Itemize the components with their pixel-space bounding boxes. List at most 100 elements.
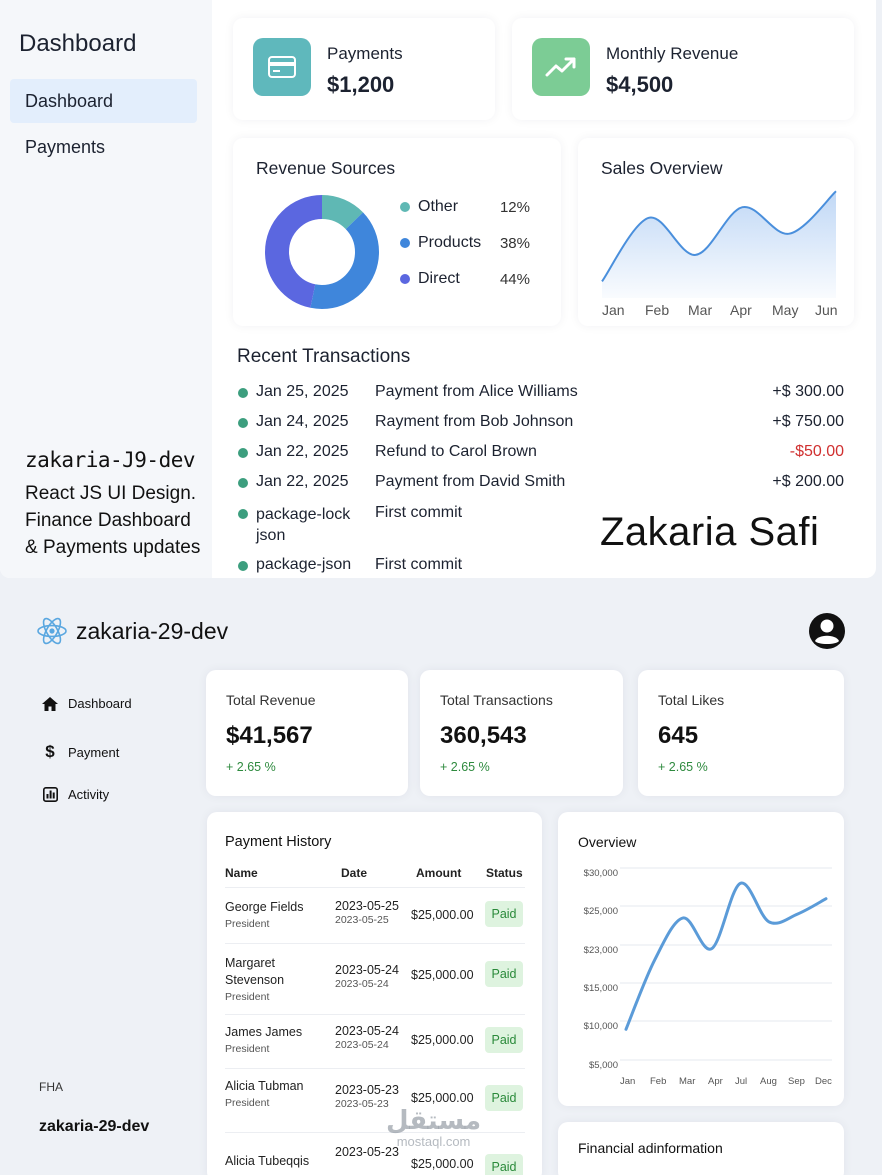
- sales-area-fill: [602, 191, 836, 298]
- commit-message: First commit: [375, 504, 463, 521]
- column-header-name[interactable]: Name: [225, 866, 258, 880]
- payee-name: George Fields President: [225, 899, 333, 933]
- commit-row[interactable]: package-lock json First commit: [238, 504, 848, 548]
- transaction-amount: +$ 200.00: [772, 473, 844, 490]
- x-axis-label: Apr: [730, 302, 752, 318]
- table-row[interactable]: James James President 2023-05-24 2023-05-2…: [225, 1014, 525, 1068]
- legend-dot: [400, 202, 410, 212]
- stat-card-total-transactions[interactable]: Total Transactions 360,543 + 2.65 %: [420, 670, 623, 796]
- stat-change: + 2.65 %: [226, 760, 276, 774]
- bottom-dashboard-panel: zakaria-29-dev Dashboard $ Payment Activ…: [0, 590, 882, 1175]
- legend-dot: [400, 274, 410, 284]
- sidebar: Dashboard Dashboard Payments zakaria-J9-…: [0, 0, 212, 578]
- transaction-description: Payment from Alice Williams: [375, 383, 578, 401]
- dollar-icon: $: [45, 742, 55, 761]
- kpi-card-monthly-revenue[interactable]: Monthly Revenue $4,500: [512, 18, 854, 120]
- x-axis-label: Mar: [679, 1076, 696, 1087]
- transaction-row[interactable]: Jan 22, 2025 Refund to Carol Brown -$50.…: [238, 443, 848, 465]
- revenue-sources-title: Revenue Sources: [256, 158, 396, 178]
- user-account-icon[interactable]: [808, 612, 846, 650]
- stat-card-total-likes[interactable]: Total Likes 645 + 2.65 %: [638, 670, 844, 796]
- kpi-value: $1,200: [327, 72, 395, 97]
- activity-chart-icon: [40, 787, 60, 802]
- transaction-description: Refund to Carol Brown: [375, 443, 537, 461]
- overview-card: Overview $30,000 $25,000 $23,000 $15,000…: [558, 812, 844, 1106]
- watermark: مستقل mostaql.com: [386, 1108, 481, 1149]
- table-row[interactable]: Alicia Tubman President 2023-05-23 2023-05…: [225, 1068, 525, 1132]
- sidebar-item-payments[interactable]: Payments: [25, 137, 106, 157]
- stat-value: $41,567: [226, 722, 313, 749]
- transaction-row[interactable]: Jan 22, 2025 Payment from David Smith +$…: [238, 473, 848, 495]
- y-axis-label: $15,000: [583, 983, 618, 994]
- transaction-type: Rayment from: [375, 413, 476, 430]
- y-axis-label: $23,000: [583, 945, 618, 956]
- column-header-status[interactable]: Status: [486, 866, 523, 880]
- legend-name: Other: [418, 198, 459, 215]
- payee-role: President: [225, 918, 270, 930]
- y-axis-label: $30,000: [583, 868, 618, 879]
- kpi-label: Monthly Revenue: [606, 44, 739, 63]
- watermark-latin: mostaql.com: [396, 1134, 471, 1149]
- transaction-row[interactable]: Jan 24, 2025 Rayment from Bob Johnson +$…: [238, 413, 848, 435]
- table-row[interactable]: Margaret Stevenson President 2023-05-24 20…: [225, 943, 525, 1014]
- project-description-line: React JS UI Design.: [25, 483, 197, 504]
- kpi-value: $4,500: [606, 72, 674, 97]
- status-dot: [238, 388, 248, 398]
- nav-item-activity[interactable]: Activity: [40, 787, 109, 802]
- legend-percentage: 44%: [499, 270, 530, 288]
- commit-file: package-json: [256, 556, 352, 573]
- trending-up-icon: [532, 38, 590, 96]
- table-row[interactable]: George Fields President 2023-05-25 2023-05…: [225, 887, 525, 943]
- project-description-line: Finance Dashboard: [25, 510, 191, 531]
- transaction-description: Payment from David Smith: [375, 473, 565, 491]
- column-header-date[interactable]: Date: [341, 866, 368, 880]
- x-axis-label: Jun: [815, 302, 838, 318]
- sidebar-title: Dashboard: [19, 30, 137, 57]
- commit-message: First commit: [375, 556, 463, 573]
- transaction-type: Payment from: [375, 473, 475, 490]
- home-icon: [40, 696, 60, 711]
- table-row[interactable]: Alicia Tubeqqis 2023-05-23 $25,000.00 Pa…: [225, 1132, 525, 1175]
- payee-role: President: [225, 1097, 270, 1109]
- payment-date: 2023-05-24 2023-05-24: [335, 963, 399, 990]
- payment-date: 2023-05-23: [335, 1145, 399, 1159]
- payment-date-text: 2023-05-24: [335, 1024, 399, 1038]
- sidebar-item-dashboard[interactable]: Dashboard: [10, 79, 197, 123]
- payee-name-text: James James: [225, 1025, 303, 1039]
- stat-change: + 2.65 %: [658, 760, 708, 774]
- sales-series-line: [601, 190, 837, 282]
- transaction-date: Jan 22, 2025: [256, 443, 349, 460]
- x-axis-label: Apr: [708, 1076, 723, 1087]
- x-axis-label: May: [772, 302, 799, 318]
- stat-label: Total Likes: [658, 692, 725, 708]
- status-dot: [238, 448, 248, 458]
- payee-name-text: Margaret Stevenson: [225, 956, 285, 987]
- transaction-type: Refund to: [375, 443, 445, 460]
- transaction-row[interactable]: Jan 25, 2025 Payment from Alice Williams…: [238, 383, 848, 405]
- payee-name: Alicia Tubman President: [225, 1078, 333, 1112]
- author-signature: Zakaria Safi: [600, 510, 820, 554]
- nav-item-dashboard[interactable]: Dashboard: [40, 696, 132, 711]
- nav-label: Payment: [68, 744, 120, 760]
- transaction-amount: +$ 750.00: [772, 413, 844, 430]
- payee-name: Margaret Stevenson President: [225, 955, 333, 1006]
- payment-date: 2023-05-24 2023-05-24: [335, 1024, 399, 1051]
- payment-date-text: 2023-05-25: [335, 899, 399, 913]
- payee-name-text: George Fields: [225, 900, 304, 914]
- donut-slice-direct: [265, 195, 379, 309]
- nav-item-payment[interactable]: $ Payment: [40, 742, 119, 762]
- column-header-amount[interactable]: Amount: [416, 866, 462, 880]
- payment-date-sub: 2023-05-23: [335, 1098, 389, 1110]
- stat-change: + 2.65 %: [440, 760, 490, 774]
- transaction-party: David Smith: [479, 473, 566, 490]
- stat-card-total-revenue[interactable]: Total Revenue $41,567 + 2.65 %: [206, 670, 408, 796]
- transaction-date: Jan 22, 2025: [256, 473, 349, 490]
- commit-row[interactable]: package-json First commit: [238, 556, 848, 578]
- y-axis-label: $25,000: [583, 906, 618, 917]
- payment-amount: $25,000.00: [411, 908, 474, 922]
- commit-file: package-lock json: [256, 506, 351, 544]
- kpi-card-payments[interactable]: Payments $1,200: [233, 18, 495, 120]
- revenue-donut-chart: [265, 195, 379, 309]
- legend-name: Products: [418, 234, 482, 251]
- overview-series-line: [624, 881, 828, 1031]
